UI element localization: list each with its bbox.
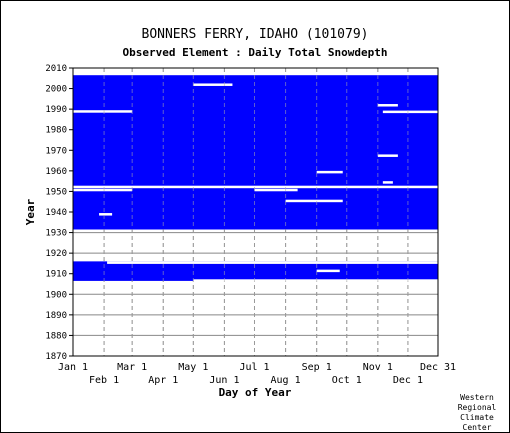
missing-data-gap	[377, 104, 398, 107]
missing-data-gap	[193, 279, 438, 282]
plot-area	[72, 67, 439, 357]
missing-data-gap	[73, 185, 438, 189]
missing-data-gap	[99, 213, 113, 216]
y-tick-label: 1890	[45, 311, 67, 321]
x-tick-label-upper: Jan 1	[58, 362, 88, 373]
y-tick-label: 1920	[45, 249, 67, 259]
missing-data-gap	[377, 154, 398, 157]
y-tick-label: 1990	[45, 105, 67, 115]
y-tick-label: 2010	[45, 64, 67, 74]
y-tick-label: 1930	[45, 229, 67, 239]
x-tick-label-upper: Nov 1	[363, 362, 393, 373]
missing-data-gap	[73, 110, 133, 113]
observed-data-block	[73, 75, 438, 230]
missing-data-gap	[73, 188, 133, 192]
x-tick-label-lower: Feb 1	[89, 375, 119, 386]
y-tick-label: 1970	[45, 146, 67, 156]
chart-title: BONNERS FERRY, IDAHO (101079)	[142, 27, 369, 42]
missing-data-gap	[382, 110, 438, 114]
x-tick-label-lower: Dec 1	[393, 375, 423, 386]
x-axis-ticks: Jan 1 Mar 1 May 1 Jul 1 Sep 1 Nov 1 Dec 31 Feb …	[58, 362, 456, 386]
x-axis-label: Day of Year	[219, 386, 292, 399]
x-tick-label-lower: Oct 1	[332, 375, 362, 386]
missing-data-gap	[382, 181, 393, 184]
missing-data-gap	[193, 83, 233, 86]
chart-subtitle: Observed Element : Daily Total Snowdepth	[123, 46, 388, 59]
y-tick-label: 1980	[45, 126, 67, 136]
y-tick-label: 1940	[45, 208, 67, 218]
credit-line: Western	[460, 393, 494, 402]
x-tick-label-upper: Mar 1	[117, 362, 147, 373]
credit-line: Regional	[458, 403, 497, 412]
credit-line: Climate	[460, 413, 494, 422]
y-tick-label: 1900	[45, 290, 67, 300]
y-axis-label: Year	[24, 198, 37, 225]
x-tick-label-upper: Dec 31	[420, 362, 456, 373]
x-tick-label-lower: Apr 1	[148, 375, 178, 386]
observed-data-block	[73, 261, 438, 281]
y-tick-label: 1950	[45, 187, 67, 197]
y-tick-label: 1960	[45, 167, 67, 177]
x-tick-label-upper: Sep 1	[302, 362, 332, 373]
missing-data-gap	[285, 199, 343, 203]
x-tick-label-upper: Jul 1	[239, 362, 269, 373]
missing-data-gap	[316, 170, 343, 174]
missing-data-gap	[107, 261, 438, 264]
credit-line: Center	[463, 423, 492, 432]
missing-data-gap	[316, 269, 340, 273]
y-axis-ticks: 2010 2000 1990 1980 1970 1960 1950 1940 1930 1920…	[45, 64, 73, 362]
x-tick-label-upper: May 1	[178, 362, 208, 373]
x-tick-label-lower: Aug 1	[271, 375, 301, 386]
y-tick-label: 1910	[45, 270, 67, 280]
y-tick-label: 2000	[45, 85, 67, 95]
missing-data-gap	[254, 188, 298, 192]
y-tick-label: 1880	[45, 331, 67, 341]
y-tick-label: 1870	[45, 352, 67, 362]
x-tick-label-lower: Jun 1	[209, 375, 239, 386]
